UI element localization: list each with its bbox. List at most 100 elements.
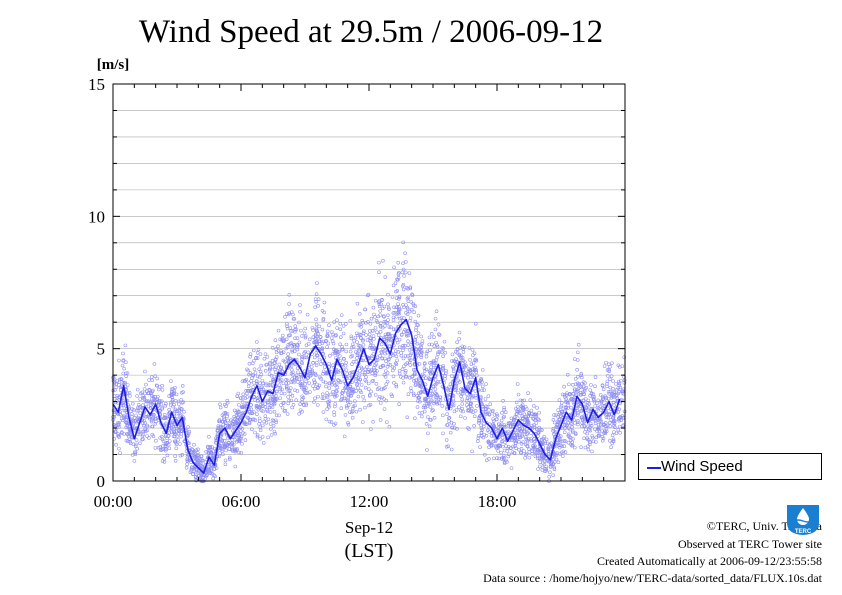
sample-point xyxy=(337,349,341,354)
sample-point xyxy=(204,450,208,454)
sample-point xyxy=(525,444,530,449)
sample-point xyxy=(508,446,513,451)
sample-point xyxy=(453,359,457,364)
sample-point xyxy=(426,401,431,405)
sample-point xyxy=(152,362,157,366)
sample-point xyxy=(226,425,230,430)
sample-point xyxy=(558,414,563,418)
sample-point xyxy=(251,361,255,365)
sample-point xyxy=(327,381,332,386)
sample-point xyxy=(252,367,257,372)
sample-point xyxy=(327,386,332,390)
sample-point xyxy=(579,415,584,420)
sample-point xyxy=(584,405,589,410)
sample-point xyxy=(441,367,445,371)
sample-point xyxy=(430,409,434,413)
sample-point xyxy=(417,411,422,415)
sample-point xyxy=(503,410,508,414)
sample-point xyxy=(589,383,593,387)
sample-point xyxy=(335,385,339,390)
sample-point xyxy=(477,380,481,385)
sample-point xyxy=(443,376,447,381)
sample-point xyxy=(407,360,412,364)
sample-point xyxy=(616,391,620,396)
sample-point xyxy=(146,399,151,403)
sample-point xyxy=(396,260,400,265)
sample-point xyxy=(465,403,469,407)
sample-point xyxy=(301,395,306,400)
sample-point xyxy=(358,407,362,412)
sample-point xyxy=(569,396,574,401)
sample-point xyxy=(308,390,312,394)
sample-point xyxy=(473,409,478,413)
sample-point xyxy=(593,384,597,389)
sample-point xyxy=(268,410,273,414)
sample-point xyxy=(309,365,314,369)
sample-point xyxy=(225,442,230,447)
sample-point xyxy=(366,293,370,298)
sample-point xyxy=(306,375,310,380)
sample-point xyxy=(385,379,390,384)
sample-point xyxy=(535,456,540,461)
sample-point xyxy=(179,412,183,417)
sample-point xyxy=(468,358,472,362)
sample-point xyxy=(191,472,195,477)
sample-point xyxy=(583,445,588,450)
sample-point xyxy=(575,368,579,372)
sample-point xyxy=(201,458,205,463)
sample-point xyxy=(181,390,185,394)
sample-point xyxy=(617,424,622,429)
sample-point xyxy=(256,395,261,400)
sample-point xyxy=(298,372,303,377)
sample-point xyxy=(378,323,383,328)
sample-point xyxy=(314,292,319,296)
sample-point xyxy=(370,371,374,376)
sample-point xyxy=(178,453,183,458)
sample-point xyxy=(533,450,538,454)
sample-point xyxy=(393,361,398,366)
sample-point xyxy=(398,375,403,379)
sample-point xyxy=(125,383,130,387)
sample-point xyxy=(392,327,396,332)
sample-point xyxy=(571,392,575,396)
sample-point xyxy=(297,320,301,325)
sample-point xyxy=(567,426,571,431)
sample-point xyxy=(255,412,259,416)
sample-point xyxy=(480,380,484,384)
sample-point xyxy=(381,347,385,351)
sample-point xyxy=(387,325,392,329)
y-tick-label: 5 xyxy=(97,340,106,359)
sample-point xyxy=(520,432,525,437)
wave-icon xyxy=(792,519,814,523)
sample-point xyxy=(554,444,559,449)
sample-point xyxy=(299,360,304,365)
sample-point xyxy=(199,464,203,468)
sample-point xyxy=(177,428,181,433)
sample-point xyxy=(378,418,383,422)
sample-point xyxy=(148,406,153,410)
sample-point xyxy=(432,335,436,339)
sample-point xyxy=(403,354,408,358)
sample-point xyxy=(564,423,569,428)
sample-point xyxy=(134,442,138,447)
sample-point xyxy=(603,421,608,425)
sample-point xyxy=(222,417,227,422)
sample-point xyxy=(433,391,437,395)
sample-point xyxy=(386,318,390,322)
sample-point xyxy=(437,350,442,354)
sample-point xyxy=(617,389,621,394)
sample-point xyxy=(348,384,353,389)
sample-point xyxy=(605,379,610,384)
sample-point xyxy=(219,441,224,445)
sample-point xyxy=(427,377,432,381)
sample-point xyxy=(165,453,170,458)
sample-point xyxy=(348,349,353,354)
sample-point xyxy=(430,342,434,347)
sample-point xyxy=(342,434,347,439)
sample-point xyxy=(397,295,402,300)
sample-point xyxy=(494,417,499,422)
sample-point xyxy=(296,343,300,348)
sample-point xyxy=(590,449,594,454)
sample-point xyxy=(512,416,517,421)
sample-point xyxy=(518,398,523,403)
